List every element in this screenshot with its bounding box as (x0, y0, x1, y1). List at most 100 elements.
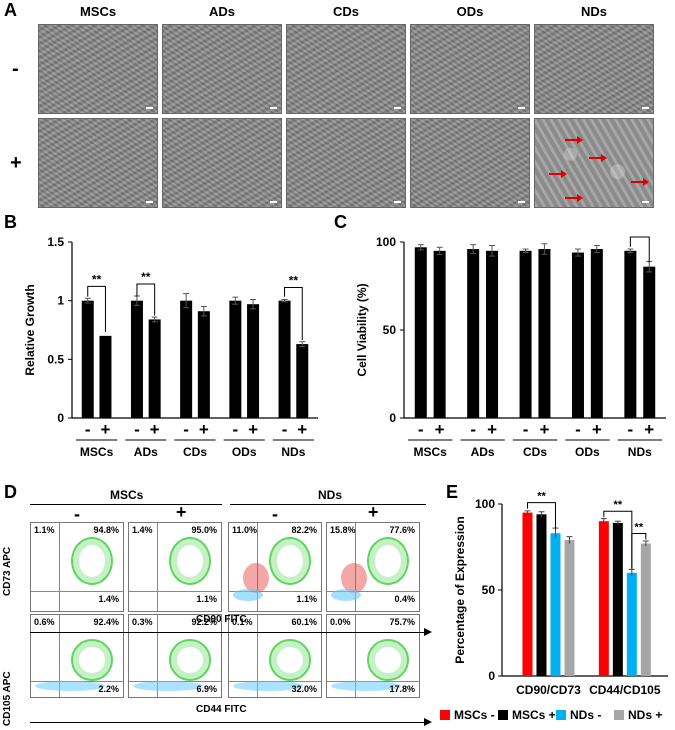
population-contour (269, 639, 311, 681)
bar (571, 252, 584, 418)
flow-sign-mscs-minus: - (74, 504, 80, 524)
pct-upper-right: 75.7% (389, 617, 415, 627)
flow-plot-row1-2: 11.0% 82.2% 1.1% (228, 522, 322, 612)
row-sign-minus: - (12, 58, 19, 80)
significance-label: ** (614, 499, 623, 511)
condition-label: - (628, 420, 634, 439)
micrograph-mscs-minus (38, 24, 158, 114)
group-label: ODs (575, 445, 600, 459)
panel-label-e: E (446, 482, 459, 502)
y-tick-label: 0 (389, 411, 396, 425)
gate-vertical (157, 615, 158, 697)
y-tick-label: 50 (383, 323, 397, 337)
significance-label: ** (141, 270, 151, 284)
y-tick-label: 50 (482, 583, 496, 597)
arrow-icon (565, 194, 583, 202)
legend-swatch (440, 710, 450, 720)
bar (564, 540, 575, 676)
pct-lower-right: 1.4% (98, 594, 119, 604)
population-contour (367, 537, 409, 585)
condition-label: - (470, 420, 476, 439)
y-tick-label: 0.5 (47, 352, 64, 366)
gate-vertical (257, 615, 258, 697)
arrow-icon (589, 154, 607, 162)
pct-lower-right: 32.0% (291, 684, 317, 694)
bar (612, 522, 623, 676)
flow-sign-nds-minus: - (272, 504, 278, 524)
micrograph-ads-minus (162, 24, 282, 114)
legend-item: MSCs + (498, 708, 556, 722)
chart-expression: 0 50 100 Percentage of Expression CD90/CD73 C… (453, 491, 668, 697)
y-axis-label: Relative Growth (23, 284, 37, 375)
condition-label: + (487, 420, 497, 439)
flow-header-line-nds (230, 504, 426, 505)
gate-horizontal (31, 591, 123, 592)
bar (247, 304, 260, 418)
bar (598, 521, 609, 676)
flow-header-mscs: MSCs (110, 488, 144, 502)
bar (278, 300, 291, 418)
pct-upper-left: 1.1% (34, 525, 55, 535)
bar (519, 250, 532, 418)
y-tick-label: 1.5 (47, 235, 64, 249)
group-label: NDs (281, 445, 305, 459)
panel-label-c: C (334, 212, 347, 232)
significance-label: ** (635, 522, 644, 534)
legend-label: MSCs + (512, 708, 556, 722)
flow-xaxis-arrow-row2 (30, 722, 428, 723)
legend-expression: MSCs - MSCs + NDs - NDs + (440, 708, 672, 726)
condition-label: - (418, 420, 424, 439)
population-contour (367, 639, 409, 681)
population-contour (169, 537, 211, 585)
flow-xlabel-cd44: CD44 FITC (196, 704, 247, 715)
condition-label: + (199, 420, 209, 439)
significance-label: ** (537, 491, 546, 503)
gate-vertical (59, 615, 60, 697)
group-label: CDs (183, 445, 207, 459)
micrograph-nds-plus (534, 118, 654, 208)
bar (643, 266, 656, 418)
flow-xaxis-arrow-row1 (30, 632, 428, 633)
pct-upper-left: 0.3% (132, 617, 153, 627)
bar (197, 311, 210, 418)
legend-label: NDs + (628, 708, 663, 722)
flow-plot-row1-0: 1.1% 94.8% 1.4% (30, 522, 124, 612)
bar (99, 335, 112, 418)
flow-plot-row2-0: 0.6% 92.4% 2.2% (30, 614, 124, 698)
pct-upper-left: 0.0% (330, 617, 351, 627)
pct-lower-right: 0.4% (394, 594, 415, 604)
pct-upper-left: 1.4% (132, 525, 153, 535)
pct-upper-right: 77.6% (389, 525, 415, 535)
condition-label: + (539, 420, 549, 439)
flow-sign-nds-plus: + (368, 502, 379, 522)
condition-label: - (134, 420, 140, 439)
flow-plot-row2-2: 0.1% 60.1% 32.0% (228, 614, 322, 698)
bar (486, 250, 499, 418)
bar (130, 300, 143, 418)
bar (229, 300, 242, 418)
pct-upper-left: 15.8% (330, 525, 356, 535)
bar (624, 250, 637, 418)
condition-label: - (575, 420, 581, 439)
y-tick-label: 0 (488, 669, 495, 683)
bar (640, 543, 651, 676)
y-tick-label: 1 (57, 294, 64, 308)
significance-label: ** (635, 230, 645, 237)
micrograph-ods-minus (410, 24, 530, 114)
y-tick-label: 100 (475, 497, 495, 511)
pct-upper-right: 94.8% (93, 525, 119, 535)
significance-label: ** (92, 272, 102, 286)
gate-vertical (355, 615, 356, 697)
pct-upper-left: 0.6% (34, 617, 55, 627)
flow-sign-mscs-plus: + (176, 502, 187, 522)
category-label: CD44/CD105 (589, 683, 661, 697)
micrograph-mscs-plus (38, 118, 158, 208)
micrograph-ods-plus (410, 118, 530, 208)
condition-label: + (592, 420, 602, 439)
bar (536, 514, 547, 676)
legend-swatch (614, 710, 624, 720)
condition-label: + (150, 420, 160, 439)
bar (414, 247, 427, 418)
significance-bracket (284, 286, 303, 341)
significance-bracket (629, 236, 650, 263)
